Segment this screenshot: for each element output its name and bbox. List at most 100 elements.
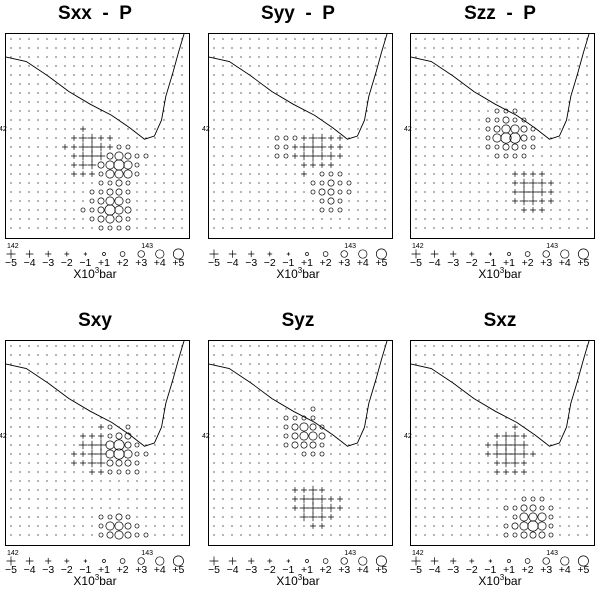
- stress-dot: [451, 101, 453, 103]
- stress-dot: [10, 444, 12, 446]
- stress-dot: [357, 191, 359, 193]
- stress-dot: [19, 534, 21, 536]
- stress-dot: [82, 345, 84, 347]
- stress-dot: [424, 453, 426, 455]
- x-tick-label: 142: [7, 243, 19, 250]
- stress-circle: [116, 469, 122, 475]
- stress-dot: [127, 137, 129, 139]
- stress-dot: [568, 74, 570, 76]
- stress-dot: [487, 56, 489, 58]
- stress-dot: [384, 56, 386, 58]
- stress-dot: [442, 471, 444, 473]
- stress-dot: [478, 399, 480, 401]
- stress-dot: [366, 65, 368, 67]
- stress-dot: [91, 38, 93, 40]
- stress-dot: [433, 164, 435, 166]
- stress-dot: [442, 92, 444, 94]
- stress-cross: [512, 469, 518, 475]
- stress-dot: [55, 516, 57, 518]
- stress-dot: [312, 534, 314, 536]
- scale-label: +1: [503, 564, 515, 576]
- stress-dot: [348, 363, 350, 365]
- stress-dot: [424, 119, 426, 121]
- stress-dot: [154, 390, 156, 392]
- stress-dot: [267, 47, 269, 49]
- stress-dot: [267, 471, 269, 473]
- stress-dot: [28, 381, 30, 383]
- stress-cross: [492, 440, 502, 450]
- stress-dot: [384, 462, 386, 464]
- stress-dot: [586, 47, 588, 49]
- stress-dot: [294, 83, 296, 85]
- stress-dot: [366, 200, 368, 202]
- stress-dot: [118, 83, 120, 85]
- stress-dot: [222, 417, 224, 419]
- stress-dot: [568, 209, 570, 211]
- stress-dot: [366, 507, 368, 509]
- stress-dot: [276, 417, 278, 419]
- stress-dot: [321, 372, 323, 374]
- stress-dot: [10, 146, 12, 148]
- y-tick-label: 42: [404, 433, 412, 440]
- stress-dot: [240, 399, 242, 401]
- stress-dot: [136, 182, 138, 184]
- stress-dot: [100, 56, 102, 58]
- scale-label: −4: [24, 257, 36, 269]
- stress-dot: [424, 56, 426, 58]
- stress-dot: [348, 83, 350, 85]
- stress-dot: [64, 399, 66, 401]
- stress-dot: [276, 381, 278, 383]
- scale-circle: [524, 558, 531, 564]
- stress-dot: [375, 218, 377, 220]
- stress-dot: [541, 444, 543, 446]
- stress-dot: [55, 453, 57, 455]
- stress-dot: [357, 453, 359, 455]
- stress-dot: [267, 444, 269, 446]
- stress-dot: [73, 92, 75, 94]
- stress-dot: [19, 444, 21, 446]
- stress-cross: [299, 503, 309, 513]
- stress-dot: [451, 83, 453, 85]
- stress-dot: [339, 390, 341, 392]
- stress-dot: [118, 408, 120, 410]
- stress-dot: [357, 408, 359, 410]
- scale-circle: [137, 250, 145, 258]
- stress-dot: [312, 74, 314, 76]
- stress-dot: [532, 372, 534, 374]
- stress-dot: [28, 209, 30, 211]
- stress-dot: [91, 372, 93, 374]
- scale-label: −1: [484, 257, 496, 269]
- stress-circle: [327, 179, 335, 187]
- stress-dot: [127, 101, 129, 103]
- stress-dot: [249, 480, 251, 482]
- stress-dot: [73, 363, 75, 365]
- stress-dot: [577, 119, 579, 121]
- stress-cross: [494, 469, 500, 475]
- stress-dot: [285, 516, 287, 518]
- stress-dot: [514, 489, 516, 491]
- stress-dot: [55, 381, 57, 383]
- stress-dot: [384, 372, 386, 374]
- stress-dot: [532, 471, 534, 473]
- stress-circle: [124, 432, 132, 440]
- stress-dot: [442, 534, 444, 536]
- stress-dot: [258, 128, 260, 130]
- stress-dot: [366, 426, 368, 428]
- stress-dot: [145, 47, 147, 49]
- stress-dot: [136, 381, 138, 383]
- stress-dot: [154, 182, 156, 184]
- stress-dot: [442, 363, 444, 365]
- stress-dot: [460, 417, 462, 419]
- stress-dot: [384, 534, 386, 536]
- stress-dot: [460, 525, 462, 527]
- stress-cross: [328, 135, 334, 141]
- stress-dot: [37, 200, 39, 202]
- stress-dot: [118, 56, 120, 58]
- stress-dot: [154, 83, 156, 85]
- scale-label: −4: [429, 564, 441, 576]
- stress-cross: [510, 431, 520, 441]
- stress-dot: [469, 164, 471, 166]
- stress-dot: [433, 227, 435, 229]
- stress-dot: [109, 381, 111, 383]
- stress-dot: [505, 399, 507, 401]
